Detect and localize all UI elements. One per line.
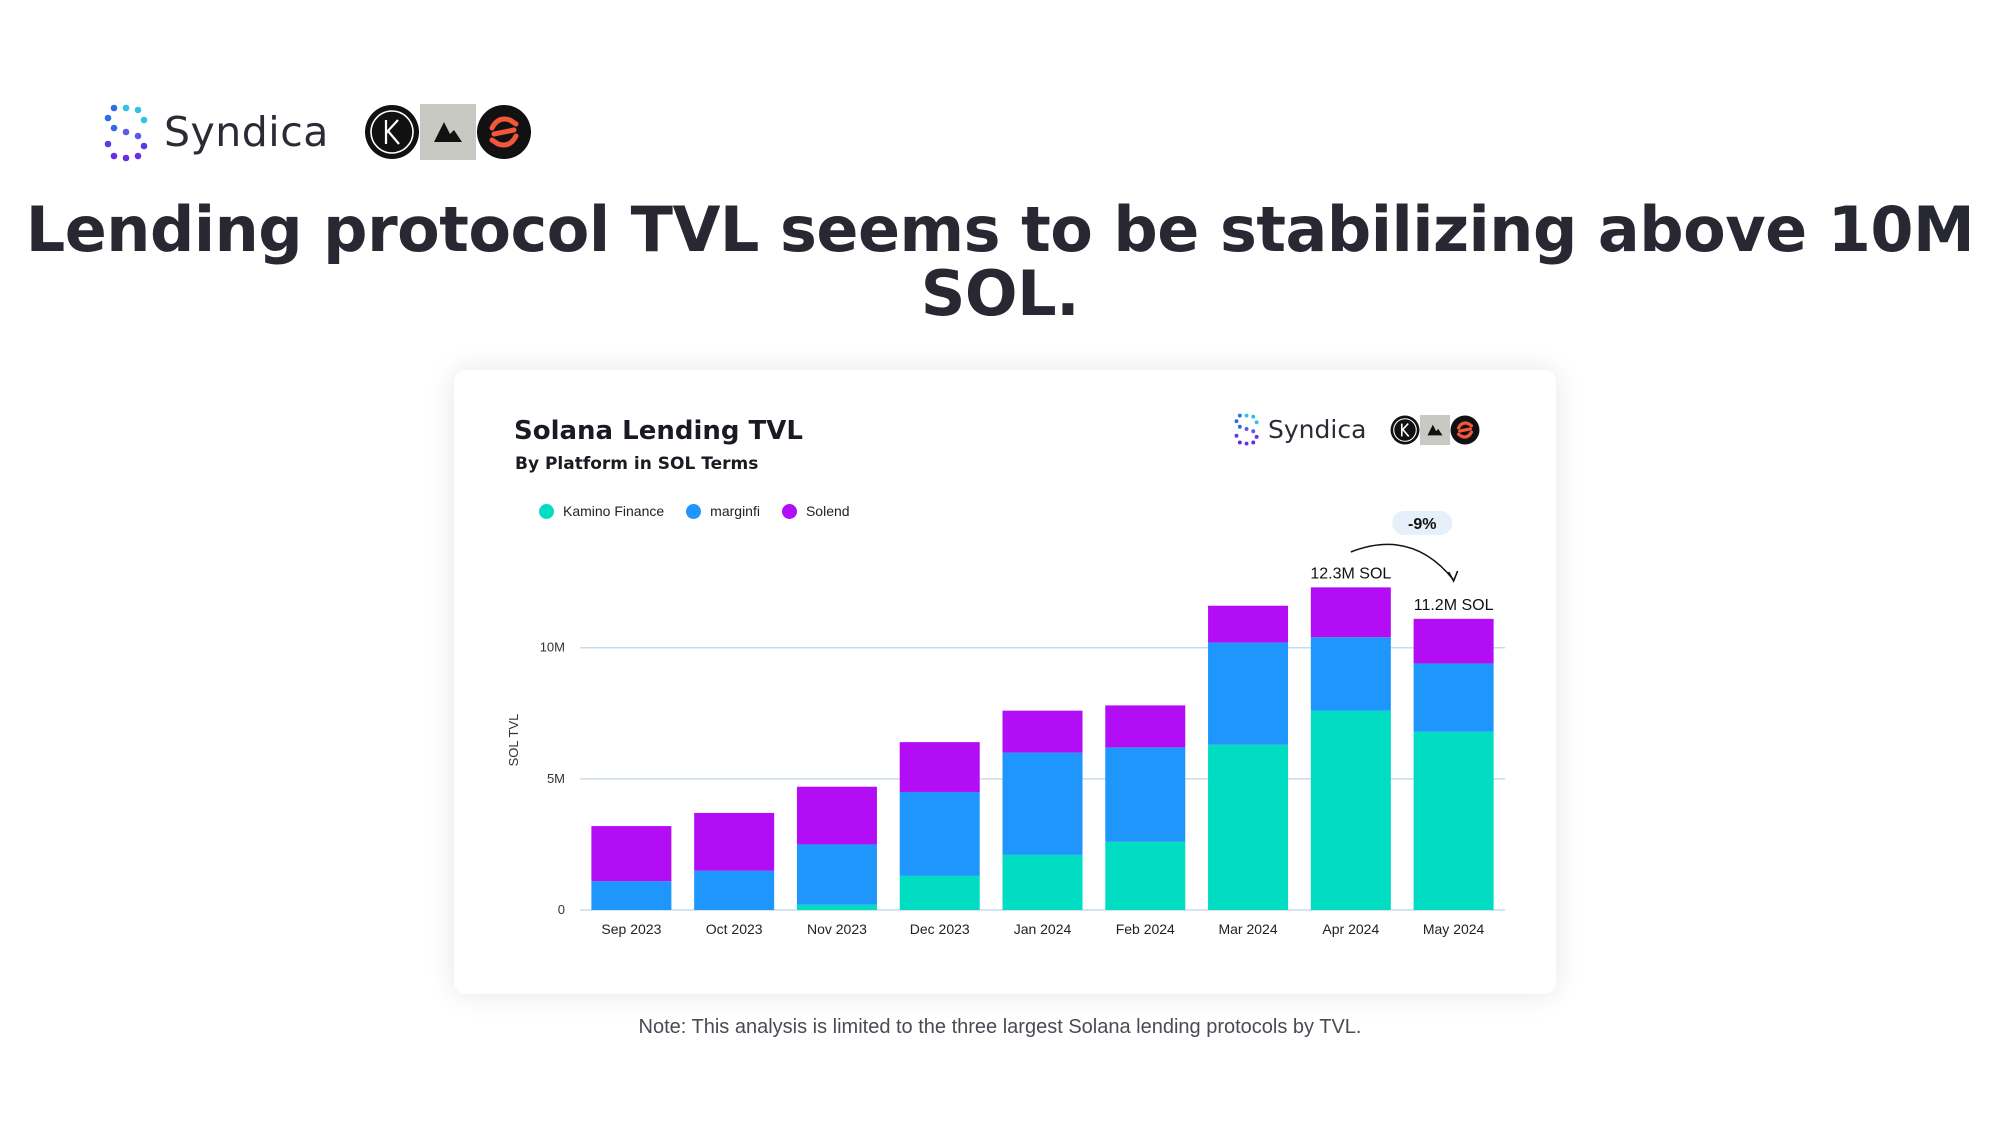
legend-label: Kamino Finance xyxy=(563,503,665,519)
chart-subtitle: By Platform in SOL Terms xyxy=(515,454,759,474)
marginfi-logo-icon xyxy=(420,104,476,160)
card-brand-name: Syndica xyxy=(1268,414,1367,444)
legend-swatch xyxy=(781,503,797,519)
syndica-logo-icon xyxy=(1234,413,1259,446)
legend-swatch xyxy=(686,503,702,519)
syndica-logo: Syndica xyxy=(100,100,329,164)
chart-legend: Kamino Finance marginfi Solend xyxy=(539,503,872,519)
legend-label: marginfi xyxy=(710,503,760,519)
syndica-logo-icon xyxy=(104,104,148,162)
card-syndica-logo: Syndica xyxy=(1232,412,1366,446)
legend-swatch xyxy=(539,503,554,519)
kamino-logo-icon xyxy=(1390,415,1420,445)
legend-label: Solend xyxy=(805,503,850,519)
chart-title: Solana Lending TVL xyxy=(514,416,803,446)
brand-name: Syndica xyxy=(164,108,329,156)
footnote: Note: This analysis is limited to the th… xyxy=(638,1016,1362,1038)
legend-item-marginfi: marginfi xyxy=(686,503,760,519)
legend-item-kamino: Kamino Finance xyxy=(539,503,664,519)
solend-logo-icon xyxy=(1450,415,1480,445)
legend-item-solend: Solend xyxy=(781,503,850,519)
solend-logo-icon xyxy=(476,104,532,160)
kamino-logo-icon xyxy=(364,104,420,160)
page-headline: Lending protocol TVL seems to be stabili… xyxy=(25,193,1975,330)
partner-logos xyxy=(364,104,532,160)
marginfi-logo-icon xyxy=(1420,415,1450,445)
card-partner-logos xyxy=(1390,415,1480,445)
